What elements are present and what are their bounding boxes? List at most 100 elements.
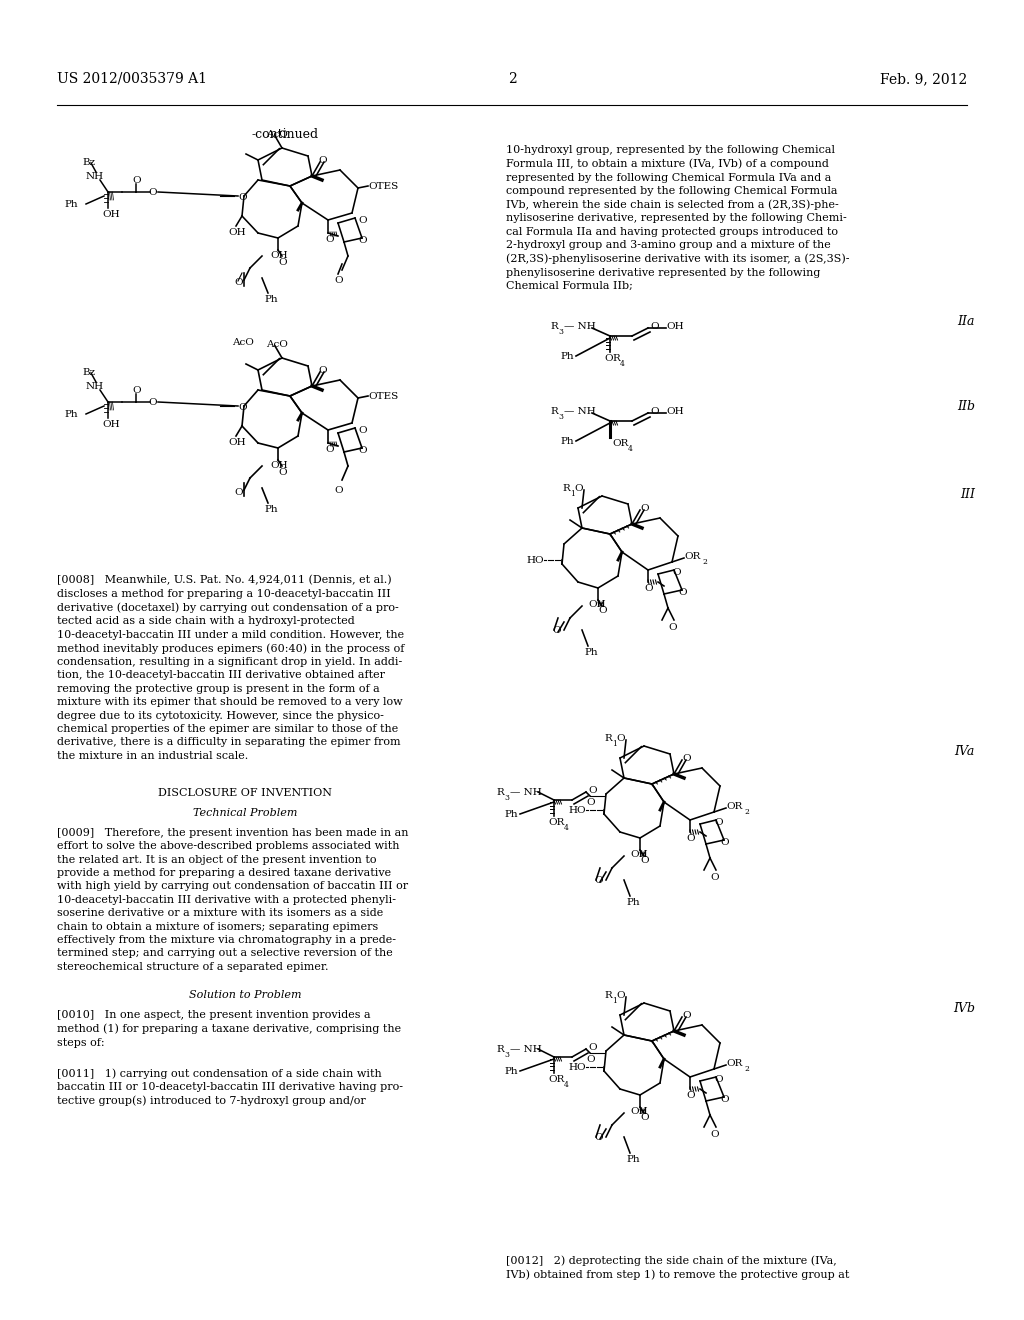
Text: O: O <box>594 876 603 884</box>
Text: O: O <box>334 486 343 495</box>
Text: Ph: Ph <box>63 201 78 209</box>
Text: 3: 3 <box>504 795 509 803</box>
Text: III: III <box>961 488 975 502</box>
Text: 4: 4 <box>564 1081 569 1089</box>
Text: OH: OH <box>228 438 246 447</box>
Text: O: O <box>278 469 287 477</box>
Text: 3: 3 <box>558 327 563 337</box>
Text: O: O <box>650 322 658 331</box>
Text: OH: OH <box>666 407 684 416</box>
Text: Ph: Ph <box>560 352 573 360</box>
Text: 2: 2 <box>744 808 749 816</box>
Text: -continued: -continued <box>252 128 318 141</box>
Text: 1: 1 <box>612 741 616 748</box>
Text: O: O <box>616 734 625 743</box>
Text: — NH: — NH <box>510 1045 542 1053</box>
Text: — NH: — NH <box>564 407 596 416</box>
Text: O: O <box>278 257 287 267</box>
Text: OR: OR <box>612 440 629 447</box>
Text: O: O <box>586 799 595 807</box>
Text: 4: 4 <box>564 824 569 832</box>
Text: O: O <box>238 403 247 412</box>
Text: O: O <box>714 818 723 828</box>
Text: O: O <box>604 354 612 363</box>
Text: US 2012/0035379 A1: US 2012/0035379 A1 <box>57 73 207 86</box>
Text: Ph: Ph <box>264 506 278 513</box>
Text: O: O <box>334 276 343 285</box>
Text: O: O <box>710 873 719 882</box>
Text: OH: OH <box>102 420 120 429</box>
Text: OTES: OTES <box>368 182 398 191</box>
Text: O: O <box>358 446 367 455</box>
Text: AcO: AcO <box>266 341 288 348</box>
Text: O: O <box>710 1130 719 1139</box>
Text: O: O <box>148 187 157 197</box>
Text: O: O <box>594 1133 603 1142</box>
Text: OH: OH <box>270 461 288 470</box>
Text: OR: OR <box>548 1074 564 1084</box>
Text: O: O <box>588 785 597 795</box>
Text: 2: 2 <box>702 558 707 566</box>
Text: 2: 2 <box>508 73 516 86</box>
Text: R: R <box>604 991 611 1001</box>
Text: Bz: Bz <box>82 368 95 378</box>
Text: OH: OH <box>630 1107 647 1115</box>
Text: R: R <box>612 354 620 363</box>
Text: NH: NH <box>86 172 104 181</box>
Text: [0012]   2) deprotecting the side chain of the mixture (IVa,
IVb) obtained from : [0012] 2) deprotecting the side chain of… <box>506 1255 849 1279</box>
Text: O: O <box>598 606 606 615</box>
Text: — NH: — NH <box>510 788 542 797</box>
Text: OH: OH <box>666 322 684 331</box>
Text: HO: HO <box>568 807 586 814</box>
Text: O: O <box>672 568 681 577</box>
Text: Feb. 9, 2012: Feb. 9, 2012 <box>880 73 967 86</box>
Text: O: O <box>682 1011 690 1020</box>
Text: AcO: AcO <box>232 338 254 347</box>
Text: HO: HO <box>526 556 544 565</box>
Text: R: R <box>550 407 558 416</box>
Text: O: O <box>640 1113 648 1122</box>
Text: OH: OH <box>102 210 120 219</box>
Text: 10-hydroxyl group, represented by the following Chemical
Formula III, to obtain : 10-hydroxyl group, represented by the fo… <box>506 145 850 290</box>
Text: O: O <box>640 855 648 865</box>
Text: R: R <box>496 788 504 797</box>
Text: [0011]   1) carrying out condensation of a side chain with
baccatin III or 10-de: [0011] 1) carrying out condensation of a… <box>57 1068 403 1106</box>
Text: O: O <box>644 583 652 593</box>
Text: DISCLOSURE OF INVENTION: DISCLOSURE OF INVENTION <box>158 788 332 799</box>
Text: IVb: IVb <box>953 1002 975 1015</box>
Text: O: O <box>132 176 140 185</box>
Text: [0010]   In one aspect, the present invention provides a
method (1) for preparin: [0010] In one aspect, the present invent… <box>57 1010 401 1048</box>
Text: OR: OR <box>684 552 700 561</box>
Text: O: O <box>682 754 690 763</box>
Text: O: O <box>720 838 729 847</box>
Text: O: O <box>686 834 694 843</box>
Text: OTES: OTES <box>368 392 398 401</box>
Text: O: O <box>640 504 648 513</box>
Text: Ph: Ph <box>504 810 517 818</box>
Text: 2: 2 <box>744 1065 749 1073</box>
Text: O: O <box>325 235 334 244</box>
Text: OH: OH <box>588 601 605 609</box>
Text: O: O <box>552 626 560 635</box>
Text: IIa: IIa <box>957 315 975 327</box>
Text: OR: OR <box>726 1059 742 1068</box>
Text: Ph: Ph <box>626 898 640 907</box>
Text: IIb: IIb <box>957 400 975 413</box>
Text: IVa: IVa <box>954 744 975 758</box>
Text: O: O <box>318 156 327 165</box>
Text: O: O <box>132 385 140 395</box>
Text: Ph: Ph <box>63 411 78 418</box>
Text: Ph: Ph <box>560 437 573 446</box>
Text: O: O <box>358 426 367 436</box>
Text: O: O <box>650 407 658 416</box>
Text: Ph: Ph <box>626 1155 640 1164</box>
Text: O: O <box>686 1092 694 1100</box>
Text: O: O <box>586 1055 595 1064</box>
Text: O: O <box>678 587 687 597</box>
Text: O: O <box>588 1043 597 1052</box>
Text: R: R <box>604 734 611 743</box>
Text: Solution to Problem: Solution to Problem <box>188 990 301 1001</box>
Text: 1: 1 <box>570 490 574 498</box>
Text: OR: OR <box>548 818 564 828</box>
Text: AcO: AcO <box>266 129 288 139</box>
